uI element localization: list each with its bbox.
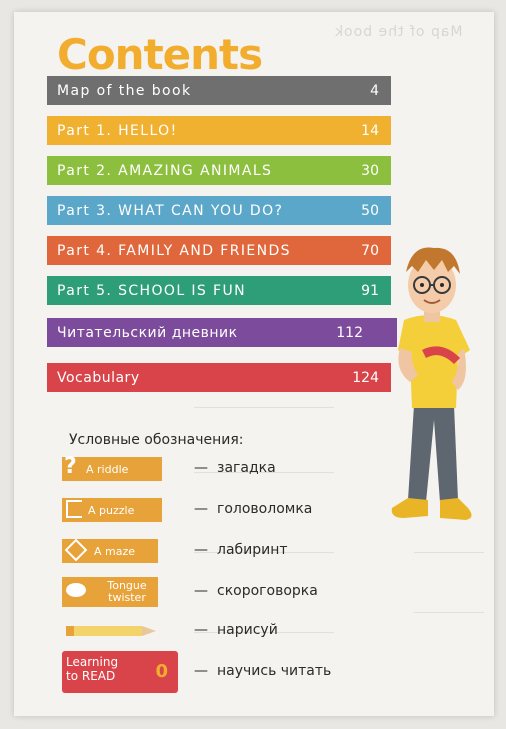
toc-row-label: Part 4. FAMILY AND FRIENDS bbox=[57, 242, 291, 259]
puzzle-badge: A puzzle bbox=[62, 498, 162, 522]
boy-illustration bbox=[391, 247, 472, 520]
toc-row-part4[interactable]: Part 4. FAMILY AND FRIENDS 70 bbox=[47, 236, 391, 265]
ghost-line bbox=[194, 552, 334, 553]
toc-row-page: 112 bbox=[336, 324, 363, 341]
legend-meaning-puzzle: головоломка bbox=[217, 501, 313, 517]
toc-row-page: 4 bbox=[370, 82, 379, 99]
toc-row-reading-diary[interactable]: Читательский дневник 112 bbox=[47, 318, 397, 347]
legend-item-puzzle: A puzzle bbox=[62, 497, 162, 523]
legend-meaning-draw: нарисуй bbox=[217, 622, 278, 638]
legend-item-draw bbox=[62, 618, 158, 644]
toc-row-label: Part 1. HELLO! bbox=[57, 122, 178, 139]
tongue-twister-badge-line1: Tongue bbox=[107, 579, 147, 592]
ghost-header: Map of the book bbox=[334, 24, 463, 40]
toc-row-label: Vocabulary bbox=[57, 369, 140, 386]
legend-meaning-riddle: загадка bbox=[217, 460, 276, 476]
legend-dash: — bbox=[194, 460, 208, 476]
lips-icon bbox=[66, 583, 86, 597]
legend-item-riddle: ? A riddle bbox=[62, 454, 162, 482]
puzzle-badge-label: A puzzle bbox=[88, 503, 135, 517]
learning-badge-number: 0 bbox=[155, 661, 168, 682]
ghost-line bbox=[194, 407, 334, 408]
toc-row-part2[interactable]: Part 2. AMAZING ANIMALS 30 bbox=[47, 156, 391, 185]
legend-dash: — bbox=[194, 622, 208, 638]
riddle-badge-label: A riddle bbox=[86, 462, 129, 476]
legend-meaning-learning-to-read: научись читать bbox=[217, 663, 332, 679]
legend-item-maze: A maze bbox=[62, 538, 158, 564]
learning-badge-line2: to READ bbox=[66, 669, 116, 683]
legend-meaning-tongue-twister: скороговорка bbox=[217, 583, 318, 599]
toc-row-page: 14 bbox=[361, 122, 379, 139]
toc-row-map[interactable]: Map of the book 4 bbox=[47, 76, 391, 105]
ghost-line bbox=[194, 472, 334, 473]
maze-badge: A maze bbox=[62, 538, 158, 563]
toc-row-page: 30 bbox=[361, 162, 379, 179]
learning-badge-line1: Learning bbox=[66, 655, 119, 669]
riddle-badge: ? A riddle bbox=[62, 454, 162, 481]
legend-title: Условные обозначения: bbox=[69, 432, 244, 448]
legend-dash: — bbox=[194, 542, 208, 558]
legend-dash: — bbox=[194, 501, 208, 517]
contents-page: Map of the book Contents Map of the book… bbox=[14, 12, 494, 716]
toc-row-part1[interactable]: Part 1. HELLO! 14 bbox=[47, 116, 391, 145]
toc-row-label: Map of the book bbox=[57, 82, 192, 99]
legend-item-tongue-twister: Tongue twister bbox=[62, 576, 158, 608]
puzzle-piece-icon bbox=[66, 500, 82, 518]
toc-row-label: Читательский дневник bbox=[57, 324, 238, 341]
ghost-line bbox=[194, 632, 334, 633]
ghost-line bbox=[414, 612, 484, 613]
toc-row-label: Part 5. SCHOOL IS FUN bbox=[57, 282, 247, 299]
legend-dash: — bbox=[194, 663, 208, 679]
ghost-line bbox=[414, 552, 484, 553]
toc-row-label: Part 3. WHAT CAN YOU DO? bbox=[57, 202, 284, 219]
toc-row-vocabulary[interactable]: Vocabulary 124 bbox=[47, 363, 391, 392]
toc-row-page: 124 bbox=[352, 369, 379, 386]
toc-row-part5[interactable]: Part 5. SCHOOL IS FUN 91 bbox=[47, 276, 391, 305]
toc-row-page: 50 bbox=[361, 202, 379, 219]
legend-item-learning-to-read: Learning to READ 0 bbox=[62, 650, 178, 694]
toc-row-page: 91 bbox=[361, 282, 379, 299]
open-book-icon: Learning to READ 0 bbox=[62, 651, 178, 693]
toc-row-label: Part 2. AMAZING ANIMALS bbox=[57, 162, 273, 179]
legend-dash: — bbox=[194, 583, 208, 599]
tongue-twister-badge: Tongue twister bbox=[62, 577, 158, 607]
toc-row-page: 70 bbox=[361, 242, 379, 259]
question-icon: ? bbox=[64, 454, 77, 479]
pencil-icon bbox=[66, 626, 156, 636]
tongue-twister-badge-line2: twister bbox=[108, 591, 146, 604]
toc-row-part3[interactable]: Part 3. WHAT CAN YOU DO? 50 bbox=[47, 196, 391, 225]
maze-badge-label: A maze bbox=[94, 544, 136, 558]
page-title: Contents bbox=[57, 30, 263, 79]
maze-icon bbox=[64, 538, 88, 562]
legend-meaning-maze: лабиринт bbox=[217, 542, 288, 558]
